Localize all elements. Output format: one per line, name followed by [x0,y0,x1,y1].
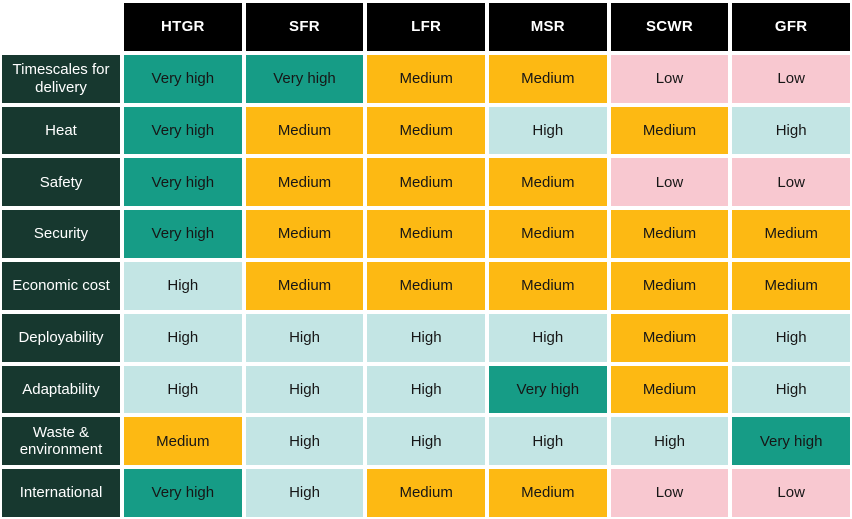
rating-cell-2-2: Medium [367,158,485,207]
rating-cell-0-3: Medium [488,54,607,103]
rating-cell-5-0: High [124,313,242,362]
rating-cell-0-5: Low [732,54,850,103]
column-header-sfr: SFR [245,3,364,51]
rating-cell-0-4: Low [610,54,729,103]
rating-cell-7-4: High [610,417,729,466]
row-label-0: Timescales for delivery [2,54,120,103]
rating-cell-4-3: Medium [488,261,607,310]
rating-cell-4-0: High [124,261,242,310]
row-label-2: Safety [2,158,120,207]
rating-cell-8-3: Medium [488,469,607,517]
rating-cell-5-2: High [367,313,485,362]
rating-cell-1-0: Very high [124,106,242,155]
rating-cell-1-2: Medium [367,106,485,155]
row-label-5: Deployability [2,313,120,362]
rating-cell-2-1: Medium [245,158,364,207]
row-label-8: International [2,469,120,517]
rating-cell-7-5: Very high [732,417,850,466]
column-header-scwr: SCWR [610,3,729,51]
rating-cell-7-0: Medium [124,417,242,466]
rating-cell-3-1: Medium [245,210,364,258]
rating-cell-4-1: Medium [245,261,364,310]
column-header-msr: MSR [488,3,607,51]
rating-cell-7-1: High [245,417,364,466]
rating-cell-3-2: Medium [367,210,485,258]
rating-cell-5-5: High [732,313,850,362]
rating-cell-7-3: High [488,417,607,466]
rating-cell-7-2: High [367,417,485,466]
rating-cell-6-3: Very high [488,365,607,414]
rating-cell-4-5: Medium [732,261,850,310]
rating-cell-2-0: Very high [124,158,242,207]
rating-cell-4-4: Medium [610,261,729,310]
comparison-table: HTGR SFR LFR MSR SCWR GFR Timescales for deliv… [2,3,850,517]
rating-cell-3-4: Medium [610,210,729,258]
rating-cell-5-3: High [488,313,607,362]
row-label-4: Economic cost [2,261,120,310]
rating-cell-6-0: High [124,365,242,414]
rating-cell-0-0: Very high [124,54,242,103]
rating-cell-6-1: High [245,365,364,414]
rating-cell-8-1: High [245,469,364,517]
rating-cell-6-4: Medium [610,365,729,414]
rating-cell-8-2: Medium [367,469,485,517]
row-label-3: Security [2,210,120,258]
rating-cell-6-5: High [732,365,850,414]
rating-cell-1-4: Medium [610,106,729,155]
rating-cell-1-5: High [732,106,850,155]
rating-cell-1-1: Medium [245,106,364,155]
rating-cell-8-4: Low [610,469,729,517]
rating-cell-2-4: Low [610,158,729,207]
rating-cell-2-3: Medium [488,158,607,207]
rating-cell-5-1: High [245,313,364,362]
row-label-7: Waste & environment [2,417,120,466]
rating-cell-3-5: Medium [732,210,850,258]
corner-spacer [2,3,120,51]
column-header-lfr: LFR [367,3,485,51]
rating-cell-4-2: Medium [367,261,485,310]
rating-cell-8-5: Low [732,469,850,517]
rating-cell-3-3: Medium [488,210,607,258]
rating-cell-8-0: Very high [124,469,242,517]
rating-cell-0-2: Medium [367,54,485,103]
rating-cell-5-4: Medium [610,313,729,362]
rating-cell-0-1: Very high [245,54,364,103]
column-header-htgr: HTGR [124,3,242,51]
rating-cell-2-5: Low [732,158,850,207]
row-label-1: Heat [2,106,120,155]
rating-cell-6-2: High [367,365,485,414]
row-label-6: Adaptability [2,365,120,414]
rating-cell-1-3: High [488,106,607,155]
rating-cell-3-0: Very high [124,210,242,258]
column-header-gfr: GFR [732,3,850,51]
